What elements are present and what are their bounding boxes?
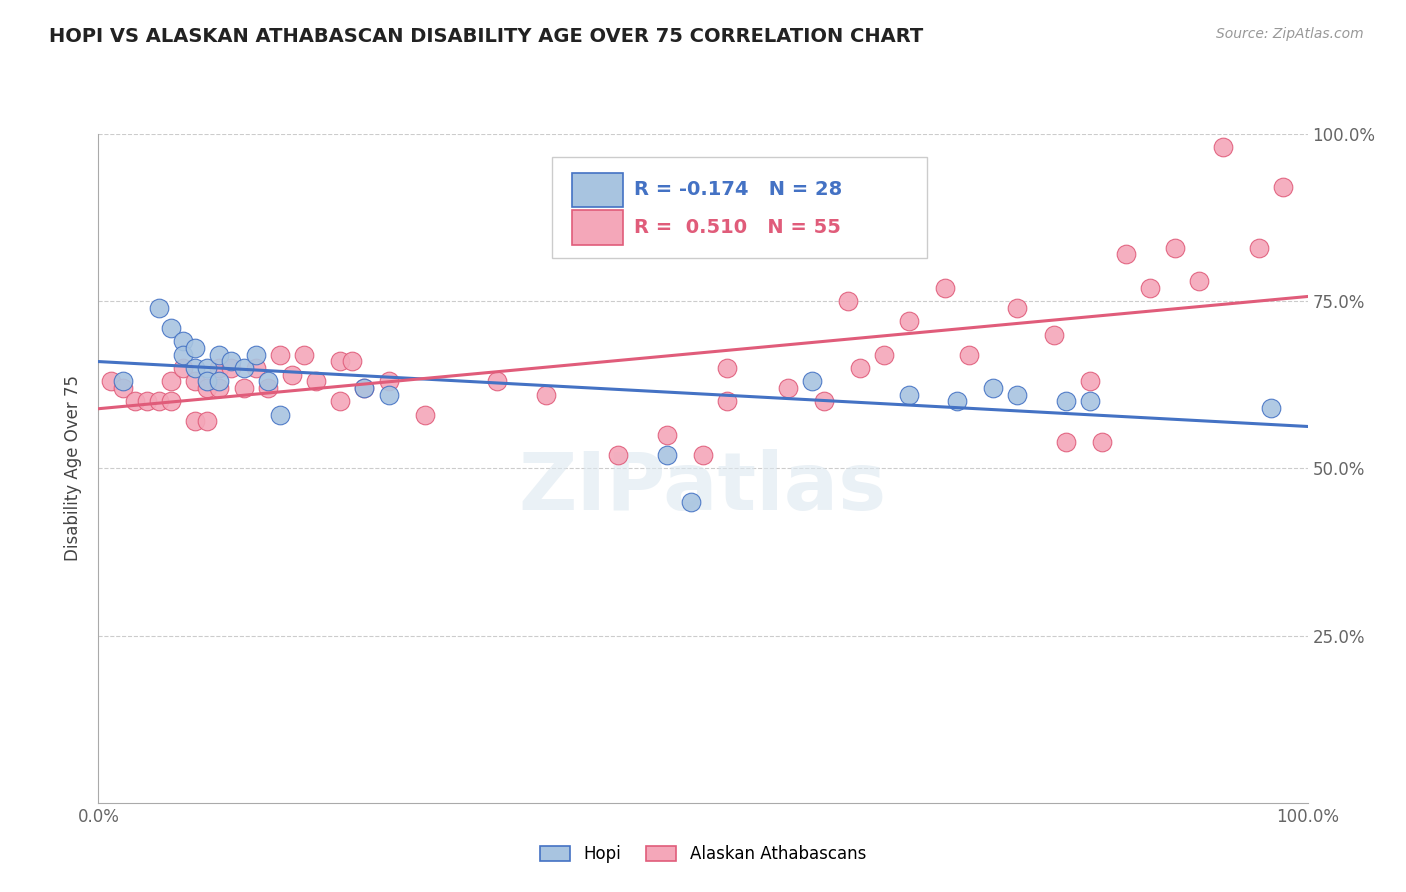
Point xyxy=(195,375,218,389)
Point xyxy=(160,321,183,335)
Point xyxy=(232,361,254,376)
Point xyxy=(607,448,630,462)
Point xyxy=(245,348,267,362)
Point xyxy=(269,348,291,362)
Legend: Hopi, Alaskan Athabascans: Hopi, Alaskan Athabascans xyxy=(531,837,875,871)
FancyBboxPatch shape xyxy=(572,211,623,245)
Point xyxy=(655,448,678,462)
Point xyxy=(195,415,218,429)
Point xyxy=(269,408,291,422)
FancyBboxPatch shape xyxy=(572,173,623,208)
Point xyxy=(160,394,183,409)
Point xyxy=(486,375,509,389)
Point xyxy=(329,394,352,409)
Point xyxy=(184,361,207,376)
Point xyxy=(111,375,134,389)
Point xyxy=(208,348,231,362)
Point xyxy=(208,361,231,376)
Point xyxy=(184,375,207,389)
Text: R = -0.174   N = 28: R = -0.174 N = 28 xyxy=(634,180,842,199)
Point xyxy=(208,381,231,395)
Point xyxy=(1054,394,1077,409)
Point xyxy=(353,381,375,395)
Point xyxy=(873,348,896,362)
Point xyxy=(800,375,823,389)
Point xyxy=(184,415,207,429)
Point xyxy=(148,301,170,315)
Y-axis label: Disability Age Over 75: Disability Age Over 75 xyxy=(65,376,83,561)
Point xyxy=(256,381,278,395)
FancyBboxPatch shape xyxy=(553,157,927,258)
Point xyxy=(292,348,315,362)
Point xyxy=(377,375,399,389)
Point xyxy=(934,281,956,295)
Point xyxy=(329,354,352,368)
Point xyxy=(981,381,1004,395)
Point xyxy=(897,388,920,402)
Point xyxy=(160,375,183,389)
Point xyxy=(221,354,243,368)
Point xyxy=(135,394,157,409)
Point xyxy=(353,381,375,395)
Point xyxy=(100,375,122,389)
Point xyxy=(221,361,243,376)
Point xyxy=(655,428,678,442)
Point xyxy=(172,348,194,362)
Point xyxy=(232,381,254,395)
Text: HOPI VS ALASKAN ATHABASCAN DISABILITY AGE OVER 75 CORRELATION CHART: HOPI VS ALASKAN ATHABASCAN DISABILITY AG… xyxy=(49,27,924,45)
Point xyxy=(1054,434,1077,449)
Point xyxy=(305,375,328,389)
Point xyxy=(1212,140,1234,154)
Point xyxy=(849,361,872,376)
Point xyxy=(124,394,146,409)
Point xyxy=(837,294,859,309)
Point xyxy=(1078,394,1101,409)
Point xyxy=(716,394,738,409)
Text: Source: ZipAtlas.com: Source: ZipAtlas.com xyxy=(1216,27,1364,41)
Point xyxy=(813,394,835,409)
Point xyxy=(208,375,231,389)
Point xyxy=(195,361,218,376)
Point xyxy=(1272,180,1295,194)
Point xyxy=(184,341,207,355)
Point xyxy=(1188,274,1211,288)
Point xyxy=(1007,388,1029,402)
Text: R =  0.510   N = 55: R = 0.510 N = 55 xyxy=(634,218,841,237)
Point xyxy=(111,381,134,395)
Point xyxy=(281,368,304,382)
Point xyxy=(413,408,436,422)
Point xyxy=(1042,327,1064,342)
Point xyxy=(946,394,969,409)
Point xyxy=(1260,401,1282,416)
Point xyxy=(1163,241,1185,255)
Point xyxy=(172,361,194,376)
Point xyxy=(534,388,557,402)
Text: ZIPatlas: ZIPatlas xyxy=(519,450,887,527)
Point xyxy=(716,361,738,376)
Point xyxy=(1091,434,1114,449)
Point xyxy=(195,381,218,395)
Point xyxy=(172,334,194,349)
Point xyxy=(1007,301,1029,315)
Point xyxy=(148,394,170,409)
Point xyxy=(1115,247,1137,261)
Point xyxy=(957,348,980,362)
Point xyxy=(1078,375,1101,389)
Point xyxy=(692,448,714,462)
Point xyxy=(377,388,399,402)
Point xyxy=(245,361,267,376)
Point xyxy=(897,314,920,328)
Point xyxy=(679,494,702,508)
Point xyxy=(256,375,278,389)
Point xyxy=(342,354,364,368)
Point xyxy=(776,381,799,395)
Point xyxy=(1139,281,1161,295)
Point xyxy=(1249,241,1271,255)
